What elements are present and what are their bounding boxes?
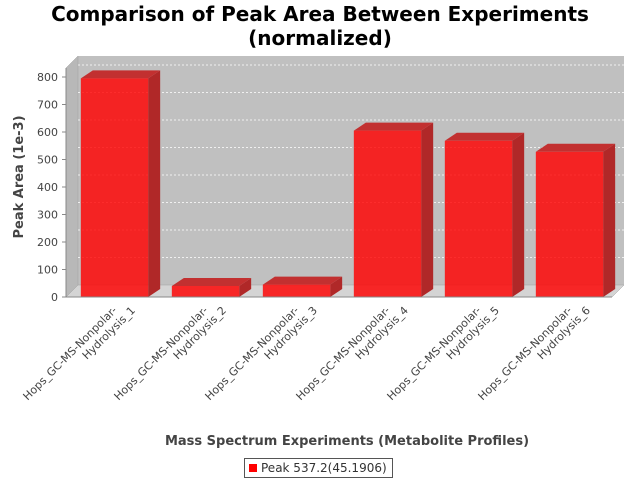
bar-top bbox=[444, 132, 525, 141]
bar-front bbox=[80, 78, 149, 297]
y-tick-label: 100 bbox=[37, 264, 58, 277]
y-tick-label: 800 bbox=[37, 71, 58, 84]
y-axis-title: Peak Area (1e-3) bbox=[12, 115, 27, 238]
plot-left-wall bbox=[65, 55, 79, 298]
bar bbox=[535, 143, 616, 297]
bar bbox=[444, 132, 525, 297]
bar bbox=[353, 122, 434, 297]
bars bbox=[80, 70, 616, 297]
legend-swatch bbox=[249, 464, 257, 472]
y-tick-label: 200 bbox=[37, 236, 58, 249]
bar-top bbox=[535, 143, 616, 152]
x-axis-title: Mass Spectrum Experiments (Metabolite Pr… bbox=[165, 434, 529, 449]
y-tick-label: 700 bbox=[37, 99, 58, 112]
bar-side bbox=[148, 70, 161, 297]
legend-label: Peak 537.2(45.1906) bbox=[261, 461, 387, 475]
grid-lines bbox=[78, 64, 624, 258]
bar-front bbox=[171, 286, 240, 297]
bar-top bbox=[80, 70, 161, 79]
bar-side bbox=[603, 143, 616, 297]
y-tick-label: 500 bbox=[37, 154, 58, 167]
bar bbox=[262, 276, 343, 297]
bar-side bbox=[239, 278, 252, 297]
y-axis: 0 100 200 300 400 500 600 700 800 bbox=[37, 68, 67, 304]
bar-front bbox=[535, 151, 604, 297]
bar bbox=[171, 278, 252, 297]
y-tick-label: 300 bbox=[37, 209, 58, 222]
y-tick-label: 0 bbox=[51, 291, 58, 304]
bar-front bbox=[353, 130, 422, 297]
bar-top bbox=[171, 278, 252, 286]
bar-side bbox=[421, 122, 434, 297]
bar-top bbox=[353, 122, 434, 131]
bar-top bbox=[262, 276, 343, 285]
bar-front bbox=[262, 284, 331, 297]
chart-title: Comparison of Peak Area Between Experime… bbox=[0, 2, 640, 50]
chart-title-line-2: (normalized) bbox=[248, 26, 392, 50]
bar-front bbox=[444, 140, 513, 297]
chart-title-line-1: Comparison of Peak Area Between Experime… bbox=[51, 2, 589, 26]
x-axis: Hops_GC-MS-Nonpolar-Hydrolysis_1Hops_GC-… bbox=[21, 296, 612, 403]
bar bbox=[80, 70, 161, 297]
y-tick-label: 600 bbox=[37, 126, 58, 139]
y-tick-label: 400 bbox=[37, 181, 58, 194]
bar-side bbox=[330, 276, 343, 297]
legend: Peak 537.2(45.1906) bbox=[244, 458, 393, 478]
bar-side bbox=[512, 132, 525, 297]
